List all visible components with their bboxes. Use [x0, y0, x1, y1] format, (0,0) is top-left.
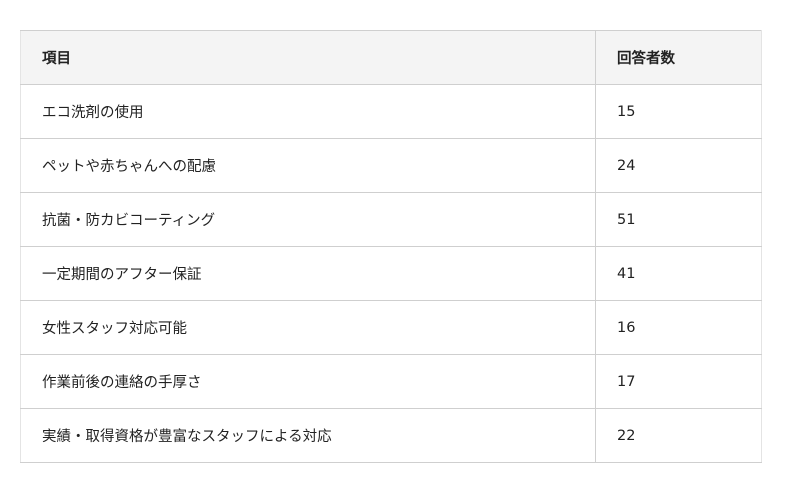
item-cell: エコ洗剤の使用 [20, 84, 596, 139]
item-cell: 作業前後の連絡の手厚さ [20, 354, 596, 409]
count-cell: 51 [595, 192, 762, 247]
item-cell: 女性スタッフ対応可能 [20, 300, 596, 355]
table-row: エコ洗剤の使用 15 [20, 84, 762, 139]
table-row: 抗菌・防カビコーティング 51 [20, 192, 762, 247]
count-cell: 22 [595, 408, 762, 463]
item-cell: ペットや赤ちゃんへの配慮 [20, 138, 596, 193]
table-header-row: 項目 回答者数 [20, 30, 762, 85]
count-cell: 15 [595, 84, 762, 139]
item-cell: 抗菌・防カビコーティング [20, 192, 596, 247]
item-cell: 一定期間のアフター保証 [20, 246, 596, 301]
header-count: 回答者数 [595, 30, 762, 85]
header-item: 項目 [20, 30, 596, 85]
table-row: 女性スタッフ対応可能 16 [20, 300, 762, 355]
count-cell: 17 [595, 354, 762, 409]
table-row: 作業前後の連絡の手厚さ 17 [20, 354, 762, 409]
count-cell: 24 [595, 138, 762, 193]
table-row: 実績・取得資格が豊富なスタッフによる対応 22 [20, 408, 762, 463]
count-cell: 16 [595, 300, 762, 355]
item-cell: 実績・取得資格が豊富なスタッフによる対応 [20, 408, 596, 463]
table-row: ペットや赤ちゃんへの配慮 24 [20, 138, 762, 193]
survey-table: 項目 回答者数 エコ洗剤の使用 15 ペットや赤ちゃんへの配慮 24 抗菌・防カビコーテ… [20, 30, 762, 463]
table-row: 一定期間のアフター保証 41 [20, 246, 762, 301]
count-cell: 41 [595, 246, 762, 301]
